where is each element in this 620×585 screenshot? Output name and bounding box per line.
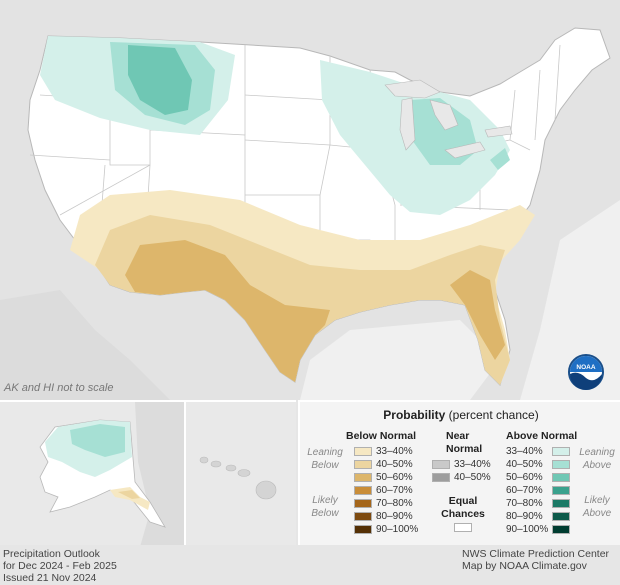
below-row: 90–100% — [354, 524, 434, 536]
below-swatch — [354, 525, 372, 534]
above-row: 40–50% — [506, 459, 586, 471]
near-label: 40–50% — [454, 472, 491, 483]
above-row: 70–80% — [506, 498, 586, 510]
above-row: 33–40% — [506, 446, 586, 458]
below-swatch — [354, 473, 372, 482]
below-row: 40–50% — [354, 459, 434, 471]
below-label: 80–90% — [376, 511, 413, 522]
below-swatch — [354, 499, 372, 508]
above-swatch — [552, 460, 570, 469]
below-swatch — [354, 486, 372, 495]
above-row: 50–60% — [506, 472, 586, 484]
above-swatch — [552, 525, 570, 534]
below-row: 33–40% — [354, 446, 434, 458]
below-row: 50–60% — [354, 472, 434, 484]
below-row: 80–90% — [354, 511, 434, 523]
above-swatch — [552, 447, 570, 456]
noaa-logo: NOAA — [568, 354, 604, 390]
conus-map: NOAA — [27, 27, 620, 400]
above-swatch — [552, 499, 570, 508]
likely-above-label: Likely Above — [582, 495, 612, 519]
likely-below-label: Likely Below — [311, 495, 339, 519]
alaska-inset — [0, 400, 186, 547]
legend-title-rest: (percent chance) — [445, 408, 539, 422]
above-label: 50–60% — [506, 472, 543, 483]
equal-chances-swatch — [454, 523, 472, 532]
leaning-above-label: Leaning Above — [579, 447, 615, 471]
above-swatch — [552, 486, 570, 495]
above-label: 40–50% — [506, 459, 543, 470]
above-label: 60–70% — [506, 485, 543, 496]
below-label: 90–100% — [376, 524, 419, 535]
below-label: 60–70% — [376, 485, 413, 496]
below-label: 70–80% — [376, 498, 413, 509]
scale-note: AK and HI not to scale — [4, 382, 114, 394]
below-50-60-zone — [125, 240, 330, 382]
equal-chances-label: Equal Chances — [441, 495, 485, 520]
legend-title: Probability (percent chance) — [300, 408, 620, 422]
above-label: 33–40% — [506, 446, 543, 457]
above-label: 90–100% — [506, 524, 549, 535]
below-label: 50–60% — [376, 472, 413, 483]
above-50-60-nw — [128, 45, 192, 115]
above-label: 70–80% — [506, 498, 543, 509]
above-label: 80–90% — [506, 511, 543, 522]
near-label: 33–40% — [454, 459, 491, 470]
below-swatch — [354, 447, 372, 456]
above-row: 90–100% — [506, 524, 586, 536]
legend: Probability (percent chance) Below Norma… — [298, 400, 620, 547]
near-header: Near Normal — [446, 430, 483, 455]
near-row: 33–40% — [432, 459, 512, 471]
near-row: 40–50% — [432, 472, 512, 484]
above-row: 60–70% — [506, 485, 586, 497]
below-label: 40–50% — [376, 459, 413, 470]
credit: NWS Climate Prediction Center Map by NOA… — [462, 548, 610, 572]
above-swatch — [552, 512, 570, 521]
near-swatch — [432, 460, 450, 469]
svg-text:NOAA: NOAA — [576, 364, 595, 371]
above-row: 80–90% — [506, 511, 586, 523]
leaning-below-label: Leaning Below — [307, 447, 343, 471]
above-header: Above Normal — [506, 430, 578, 442]
footer: Precipitation Outlook for Dec 2024 - Feb… — [0, 545, 620, 585]
below-header: Below Normal — [346, 430, 417, 442]
above-swatch — [552, 473, 570, 482]
near-swatch — [432, 473, 450, 482]
below-swatch — [354, 460, 372, 469]
below-swatch — [354, 512, 372, 521]
below-row: 60–70% — [354, 485, 434, 497]
below-label: 33–40% — [376, 446, 413, 457]
legend-title-bold: Probability — [383, 408, 446, 422]
outlook-title: Precipitation Outlook for Dec 2024 - Feb… — [3, 548, 117, 584]
below-row: 70–80% — [354, 498, 434, 510]
hawaii-inset — [186, 400, 296, 547]
